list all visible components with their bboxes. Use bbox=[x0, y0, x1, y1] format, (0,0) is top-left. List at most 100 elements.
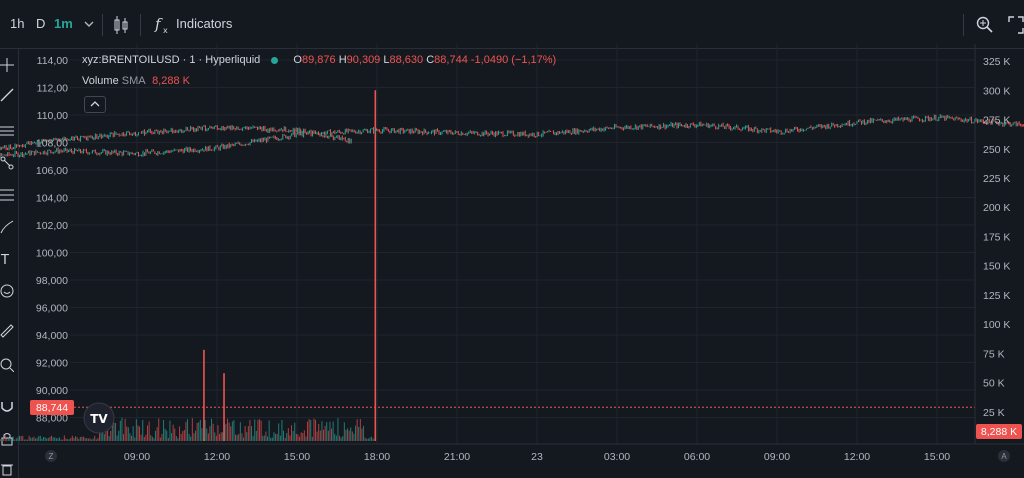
price-tick-label: 96,000 bbox=[36, 303, 68, 315]
price-tick-label: 108,00 bbox=[36, 138, 68, 150]
interval-1h[interactable]: 1h bbox=[10, 16, 25, 31]
price-badge: 88,744 bbox=[36, 402, 68, 414]
zoom-icon[interactable] bbox=[976, 16, 994, 34]
interval-1m[interactable]: 1m bbox=[54, 16, 73, 31]
crosshair-icon[interactable] bbox=[0, 58, 14, 72]
volume-value: 8,288 K bbox=[152, 75, 190, 87]
svg-text:x: x bbox=[163, 26, 168, 35]
high-label: H bbox=[338, 54, 347, 66]
time-tick-label: 15:00 bbox=[924, 451, 950, 463]
magnet-icon[interactable] bbox=[0, 400, 14, 414]
chevron-up-icon bbox=[90, 101, 100, 107]
volume-tick-label: 275 K bbox=[983, 115, 1010, 127]
price-axis-ticks: 114,00 112,00 110,00 108,00 106,00 104,00 102,… bbox=[36, 55, 68, 425]
volume-badge: 8,288 K bbox=[981, 426, 1017, 438]
volume-tick-label: 75 K bbox=[983, 348, 1005, 360]
price-tick-label: 88,000 bbox=[36, 413, 68, 425]
emoji-icon[interactable] bbox=[0, 284, 14, 298]
high-value: 90,309 bbox=[346, 54, 381, 66]
separator bbox=[963, 14, 964, 36]
volume-tick-label: 100 K bbox=[983, 319, 1010, 331]
open-label: O bbox=[293, 54, 302, 66]
grid bbox=[70, 44, 975, 444]
price-tick-label: 94,000 bbox=[36, 330, 68, 342]
time-tick-label: 18:00 bbox=[364, 451, 390, 463]
volume-badge-bg bbox=[976, 424, 1022, 439]
status-dot-icon bbox=[271, 56, 279, 64]
price-tick-label: 92,000 bbox=[36, 358, 68, 370]
zoom-in-icon[interactable] bbox=[0, 358, 14, 372]
price-badge-bg bbox=[30, 400, 74, 415]
close-label: C bbox=[426, 54, 435, 66]
fib-icon[interactable] bbox=[0, 188, 14, 202]
auto-scale-button[interactable] bbox=[998, 450, 1010, 462]
change-value: -1,0490 (−1,17%) bbox=[470, 54, 557, 66]
time-tick-label: 09:00 bbox=[124, 451, 150, 463]
price-tick-label: 100,00 bbox=[36, 248, 68, 260]
time-tick-label: 06:00 bbox=[684, 451, 710, 463]
logo-text: TV bbox=[90, 412, 108, 426]
svg-text:f: f bbox=[154, 15, 163, 33]
volume-tick-label: 300 K bbox=[983, 85, 1010, 97]
collapse-legend-button[interactable] bbox=[84, 96, 106, 113]
text-icon[interactable]: T bbox=[0, 252, 14, 266]
volume-tick-label: 250 K bbox=[983, 144, 1010, 156]
trend-line-icon[interactable] bbox=[0, 88, 14, 102]
volume-tick-label: 175 K bbox=[983, 231, 1010, 243]
time-axis-ticks: 09:00 12:00 15:00 18:00 21:00 23 03:00 06:00 09:… bbox=[124, 451, 950, 463]
lock-icon[interactable] bbox=[0, 432, 14, 446]
trash-icon[interactable] bbox=[0, 462, 14, 476]
volume-label[interactable]: Volume bbox=[82, 75, 119, 87]
price-tick-label: 90,000 bbox=[36, 385, 68, 397]
volume-tick-label: 50 K bbox=[983, 378, 1005, 390]
time-tick-label: 03:00 bbox=[604, 451, 630, 463]
time-tick-label: 21:00 bbox=[444, 451, 470, 463]
separator bbox=[140, 14, 141, 36]
tradingview-logo[interactable] bbox=[83, 402, 115, 434]
scale-left-label: Z bbox=[49, 452, 54, 461]
svg-text:T: T bbox=[0, 253, 9, 266]
price-series bbox=[0, 114, 1024, 159]
candles-icon[interactable] bbox=[112, 15, 130, 35]
price-tick-label: 102,00 bbox=[36, 220, 68, 232]
horizontal-lines-icon[interactable] bbox=[0, 124, 14, 138]
volume-tick-label: 125 K bbox=[983, 290, 1010, 302]
auto-scale-label: A bbox=[1001, 452, 1007, 461]
volume-tick-label: 225 K bbox=[983, 173, 1010, 185]
low-label: L bbox=[383, 54, 390, 66]
volume-tick-label: 325 K bbox=[983, 56, 1010, 68]
time-tick-label: 23 bbox=[531, 451, 543, 463]
drawing-toolbar: T bbox=[0, 48, 19, 478]
volume-legend: Volume SMA 8,288 K bbox=[82, 75, 190, 87]
price-tick-label: 104,00 bbox=[36, 193, 68, 205]
indicators-button[interactable]: Indicators bbox=[176, 16, 233, 31]
scale-left-button[interactable] bbox=[45, 450, 57, 462]
symbol-title[interactable]: xyz:BRENTOILUSD · 1 · Hyperliquid bbox=[82, 54, 261, 66]
time-tick-label: 09:00 bbox=[764, 451, 790, 463]
price-tick-label: 106,00 bbox=[36, 165, 68, 177]
volume-axis-ticks: 325 K 300 K 275 K 250 K 225 K 200 K 175 K 150 K… bbox=[983, 56, 1010, 419]
ruler-icon[interactable] bbox=[0, 324, 14, 338]
time-tick-label: 12:00 bbox=[844, 451, 870, 463]
price-tick-label: 110,00 bbox=[37, 110, 68, 122]
time-tick-label: 15:00 bbox=[284, 451, 310, 463]
volume-tick-label: 150 K bbox=[983, 261, 1010, 273]
nodes-icon[interactable] bbox=[0, 156, 14, 170]
volume-tick-label: 200 K bbox=[983, 202, 1010, 214]
fullscreen-icon[interactable] bbox=[1008, 16, 1024, 34]
low-value: 88,630 bbox=[389, 54, 424, 66]
chevron-down-icon[interactable] bbox=[84, 20, 94, 28]
interval-d[interactable]: D bbox=[36, 16, 46, 31]
close-value: 88,744 bbox=[434, 54, 468, 66]
brush-icon[interactable] bbox=[0, 220, 14, 234]
volume-tick-label: 25 K bbox=[983, 407, 1005, 419]
price-tick-label: 98,000 bbox=[36, 275, 68, 287]
price-tick-label: 114,00 bbox=[37, 55, 68, 67]
symbol-legend: xyz:BRENTOILUSD · 1 · Hyperliquid O89,87… bbox=[82, 54, 556, 66]
separator bbox=[102, 14, 103, 36]
sma-label: SMA bbox=[121, 75, 145, 87]
time-tick-label: 12:00 bbox=[204, 451, 230, 463]
